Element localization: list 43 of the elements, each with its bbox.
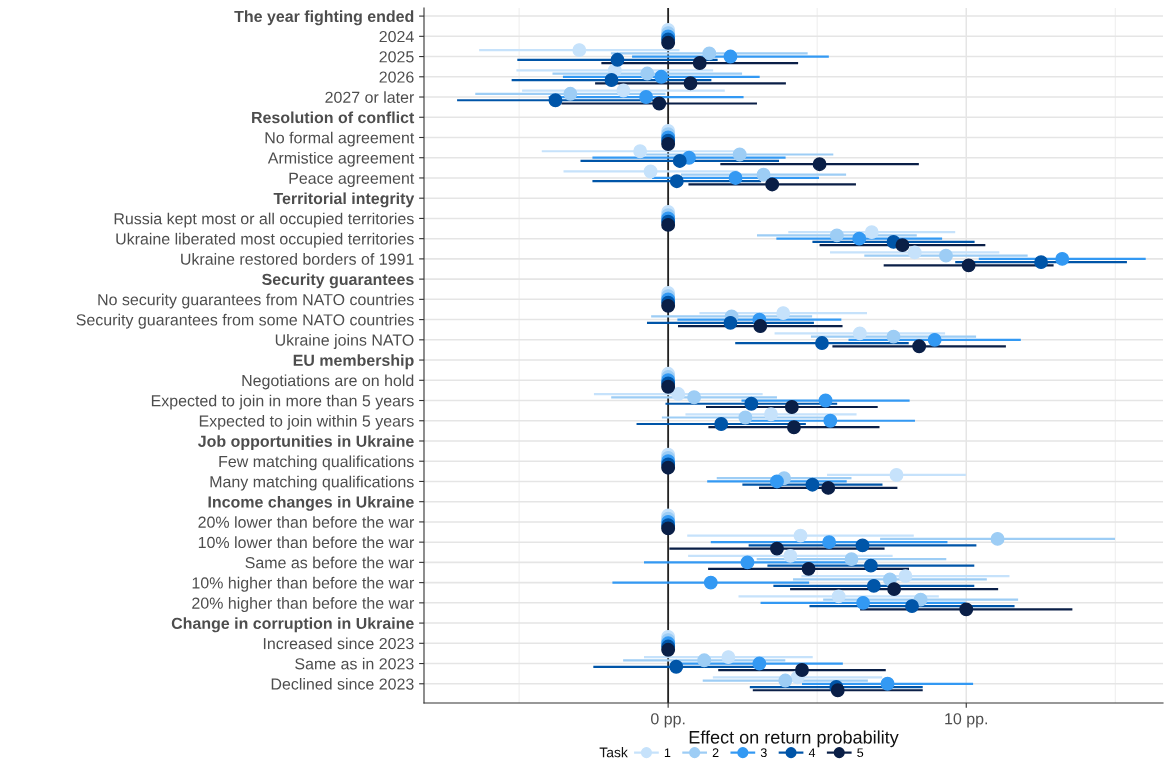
- legend-label: 3: [760, 748, 767, 758]
- legend-title: Task: [599, 747, 628, 758]
- y-tick-label: The year fighting ended: [234, 10, 414, 26]
- x-tick-label: 0 pp.: [651, 713, 685, 728]
- x-axis-title: Effect on return probability: [689, 730, 899, 748]
- y-tick-label: 10% higher than before the war: [192, 576, 415, 592]
- y-tick-label: 2024: [379, 30, 414, 43]
- y-tick-label: Security guarantees from some NATO countries: [76, 313, 414, 329]
- y-tick-label: Increased since 2023: [263, 637, 414, 650]
- y-tick-label: Resolution of conflict: [252, 111, 415, 124]
- y-tick-label: Ukraine liberated most occupied territories: [116, 232, 414, 248]
- y-tick-label: Expected to join within 5 years: [199, 414, 414, 430]
- y-tick-label: Same as before the war: [245, 556, 415, 569]
- y-tick-label: No security guarantees from NATO countries: [98, 293, 414, 309]
- y-tick-label: 2025: [379, 51, 414, 63]
- y-tick-label: Security guarantees: [262, 273, 414, 289]
- y-tick-label: Territorial integrity: [273, 192, 415, 208]
- y-tick-label: Expected to join in more than 5 years: [151, 394, 414, 410]
- y-tick-label: Russia kept most or all occupied territories: [114, 212, 414, 228]
- y-tick-label: Negotiations are on hold: [242, 374, 414, 390]
- y-tick-label: Declined since 2023: [271, 677, 414, 690]
- y-tick-label: Few matching qualifications: [219, 455, 414, 471]
- y-tick-label: 20% lower than before the war: [198, 516, 415, 528]
- y-tick-label: 10% lower than before the war: [198, 536, 415, 549]
- y-tick-label: Many matching qualifications: [210, 475, 414, 491]
- y-tick-label: Same as in 2023: [295, 657, 414, 670]
- legend-label: 2: [712, 748, 719, 757]
- y-tick-label: Armistice agreement: [267, 151, 415, 167]
- legend-label: 1: [664, 748, 671, 757]
- y-tick-label: Income changes in Ukraine: [208, 495, 414, 511]
- y-tick-label: Ukraine joins NATO: [275, 334, 414, 349]
- y-tick-label: EU membership: [293, 354, 414, 370]
- y-tick-label: No formal agreement: [265, 131, 415, 147]
- x-tick-label: 10 pp.: [945, 713, 987, 728]
- legend-label: 4: [808, 748, 816, 757]
- y-tick-label: 20% higher than before the war: [192, 597, 415, 612]
- y-tick-label: Change in corruption in Ukraine: [171, 617, 414, 633]
- y-tick-label: 2027 or later: [325, 91, 415, 103]
- y-tick-label: 2026: [379, 71, 414, 83]
- y-tick-label: Peace agreement: [289, 172, 415, 188]
- y-tick-label: Ukraine restored borders of 1991: [181, 253, 414, 265]
- legend-label: 5: [857, 748, 864, 758]
- y-tick-label: Job opportunities in Ukraine: [198, 435, 414, 451]
